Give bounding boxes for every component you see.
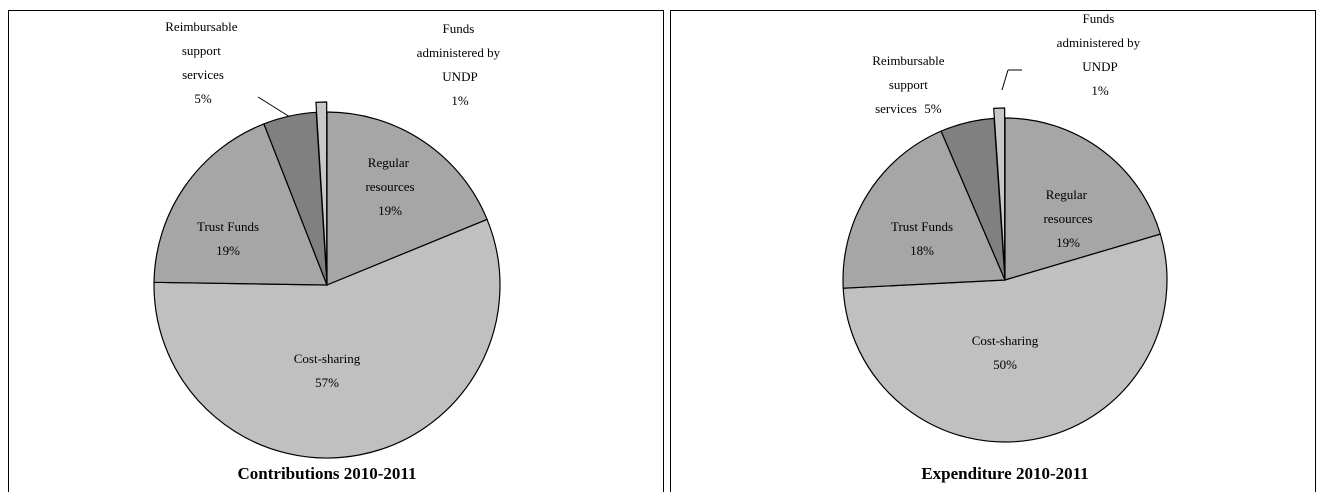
pie-slice bbox=[993, 107, 1006, 271]
slice-label-line: support bbox=[889, 77, 931, 92]
chart-title: Contributions 2010-2011 bbox=[238, 464, 417, 483]
pie-slice bbox=[1004, 117, 1162, 281]
slice-label-line: Cost-sharing bbox=[972, 333, 1039, 348]
slice-label: Funds administered by UNDP bbox=[1057, 11, 1144, 74]
pie-slice bbox=[315, 101, 328, 276]
slice-label-line: Reimbursable bbox=[872, 53, 947, 68]
slice-label: Reimbursable support services bbox=[872, 53, 947, 116]
slice-value-label: 19% bbox=[216, 243, 240, 258]
slice-label: Trust Funds bbox=[891, 219, 953, 234]
slice-label-line: administered by bbox=[417, 45, 504, 60]
pie-slice bbox=[153, 218, 501, 459]
slice-label: Regular resources bbox=[365, 155, 414, 194]
slice-value-label: 1% bbox=[1091, 83, 1109, 98]
slice-value-label: 19% bbox=[378, 203, 402, 218]
slice-label-line: UNDP bbox=[1082, 59, 1117, 74]
slice-label-line: Funds bbox=[1082, 11, 1117, 26]
slice-label-line: services bbox=[182, 67, 224, 82]
slice-label: Reimbursable support services bbox=[165, 19, 240, 82]
pie-slice bbox=[842, 130, 1006, 289]
slice-label-line: UNDP bbox=[442, 69, 477, 84]
pie-slice bbox=[842, 233, 1168, 443]
slice-label-line: services bbox=[875, 101, 917, 116]
slice-label-line: Regular bbox=[368, 155, 412, 170]
slice-label: Funds administered by UNDP bbox=[417, 21, 504, 84]
slice-value-label: 50% bbox=[993, 357, 1017, 372]
slice-label-line: Trust Funds bbox=[197, 219, 259, 234]
slice-value-label: 18% bbox=[910, 243, 934, 258]
slice-label-line: resources bbox=[1043, 211, 1092, 226]
slice-label-line: Trust Funds bbox=[891, 219, 953, 234]
pie-slice bbox=[153, 123, 328, 286]
pie-slice bbox=[326, 111, 488, 286]
slice-value-label: 5% bbox=[924, 101, 942, 116]
slice-label-line: Cost-sharing bbox=[294, 351, 361, 366]
slice-label-line: resources bbox=[365, 179, 414, 194]
slice-value-label: 1% bbox=[451, 93, 469, 108]
slice-value-label: 19% bbox=[1056, 235, 1080, 250]
panel-frame bbox=[670, 10, 1316, 492]
slice-value-label: 57% bbox=[315, 375, 339, 390]
slice-label-line: Funds bbox=[442, 21, 477, 36]
panel-frame bbox=[8, 10, 664, 492]
slice-label: Cost-sharing bbox=[972, 333, 1039, 348]
slice-label: Regular resources bbox=[1043, 187, 1092, 226]
slice-label-line: administered by bbox=[1057, 35, 1144, 50]
leader-line bbox=[1001, 69, 1009, 91]
slice-value-label: 5% bbox=[194, 91, 212, 106]
slice-label: Cost-sharing bbox=[294, 351, 361, 366]
slice-label-line: Reimbursable bbox=[165, 19, 240, 34]
slice-label-line: support bbox=[182, 43, 224, 58]
chart-title: Expenditure 2010-2011 bbox=[921, 464, 1088, 483]
slice-label-line: Regular bbox=[1046, 187, 1090, 202]
leader-line bbox=[257, 96, 291, 118]
slice-label: Trust Funds bbox=[197, 219, 259, 234]
